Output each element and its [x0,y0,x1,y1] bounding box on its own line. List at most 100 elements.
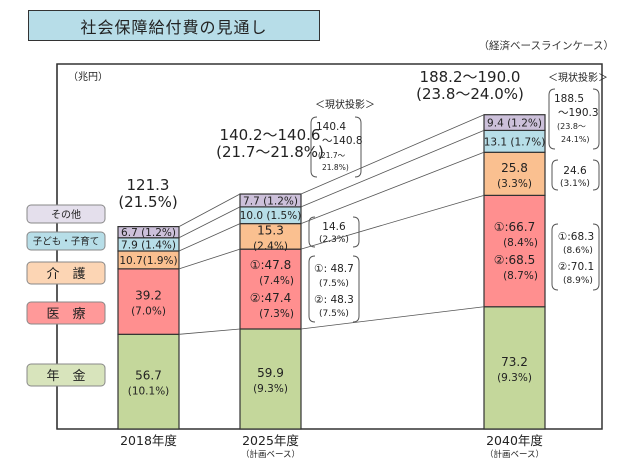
projection-2025-iryo-percent: (7.5%) [319,279,349,289]
total-percent: (23.8〜24.0%) [416,85,524,103]
bar-percent-label: (9.3%) [253,383,288,395]
projection-bracket-2040-iryo-right [592,223,600,291]
bar-segment-2-1 [483,194,546,308]
connector-line [178,193,241,227]
bar-percent-label: (9.3%) [497,372,532,384]
bar-label: 7.7 (1.2%) [243,195,298,207]
connector-line [300,194,485,250]
bar-label: 7.9 (1.4%) [121,239,176,251]
bar-segment-1-0 [239,328,302,430]
bar-percent-label: (7.4%) [259,275,294,287]
connector-line [300,130,485,208]
bar-label: 9.4 (1.2%) [487,118,542,130]
bar-value-label: ②:68.5 [494,253,536,267]
connector-line [300,151,485,224]
chart-title: 社会保障給付費の見通し [28,10,320,41]
bar-percent-label: (3.3%) [497,178,532,190]
legend-label: 医 療 [46,307,85,322]
projection-2040-kaigo-percent: (3.1%) [560,179,590,189]
projection-2025-kaigo-percent: (2.3%) [319,235,349,245]
connector-line [300,114,485,195]
total-value: 188.2〜190.0 [420,68,521,86]
legend-box [26,231,106,251]
x-tick-label: 2040年度 [486,433,543,448]
total-value: 121.3 [127,176,170,194]
projection-bracket-2025-kaigo-left [308,216,316,248]
projection-bracket-2025-iryo-right [352,255,360,323]
projection-2025-iryo: ②: 48.3 [314,294,354,306]
projection-2025-iryo-percent: (7.5%) [319,309,349,319]
bar-segment-1-4 [239,193,302,208]
bar-percent-label: (2.4%) [253,240,288,252]
projection-bracket-2040-total-left [548,88,556,150]
projection-2040-total-percent: (23.8〜 [557,122,586,131]
bar-label: 6.7 (1.2%) [121,227,176,239]
legend-box [26,301,106,325]
total-percent: (21.5%) [118,193,177,211]
total-value: 140.2〜140.6 [220,126,321,144]
x-tick-note: （計画ベース） [241,449,300,460]
legend-label: その他 [51,208,81,221]
projection-bracket-2025-iryo-left [308,255,316,323]
projection-2025-total: 140.4 [316,121,346,133]
projection-2040-kaigo: 24.6 [563,165,587,177]
projection-bracket-2040-kaigo-left [551,159,559,191]
bar-label: 13.1 (1.7%) [484,136,546,148]
legend-box [26,261,106,285]
projection-2025-total-percent: 21.8%) [322,163,349,172]
projection-bracket-2025-total-right [354,116,362,178]
bar-segment-0-4 [117,225,180,239]
bar-value-label: ①:47.8 [250,258,292,272]
bar-value-label: 25.8 [501,161,528,175]
bar-percent-label: (7.0%) [131,306,166,318]
connector-line [178,328,241,335]
bar-percent-label: (10.1%) [128,386,170,398]
projection-2040-iryo: ①:68.3 [558,231,594,243]
legend-box [26,204,106,224]
bar-label: 10.7(1.9%) [119,255,177,267]
projection-2040-iryo: ②:70.1 [558,261,594,273]
scenario-subtitle: （経済ベースラインケース） [478,40,614,52]
bar-value-label: 15.3 [257,223,284,237]
bar-segment-2-4 [483,114,546,132]
projection-bracket-2040-kaigo-right [592,159,600,191]
total-percent: (21.7〜21.8%) [216,143,324,161]
bar-value-label: ①:66.7 [494,220,536,234]
projection-heading-2040: ＜現状投影＞ [548,71,608,84]
projection-2040-total: 〜190.3 [558,107,599,119]
projection-2025-kaigo: 14.6 [322,221,346,233]
connector-line [300,306,485,330]
projection-bracket-2025-kaigo-right [352,216,360,248]
bar-segment-0-0 [117,333,180,430]
bar-segment-2-0 [483,306,546,430]
connector-line [178,223,241,252]
projection-2025-total: 〜140.8 [322,135,363,147]
bar-value-label: 39.2 [135,289,162,303]
bar-percent-label: (8.4%) [503,237,538,249]
bar-percent-label: (8.7%) [503,270,538,282]
bar-value-label: 59.9 [257,366,284,380]
projection-2040-iryo-percent: (8.9%) [563,276,593,286]
projection-2040-total-percent: 24.1%) [561,135,590,144]
bar-segment-0-1 [117,268,180,335]
bar-value-label: 73.2 [501,355,528,369]
legend-box [26,363,106,387]
bar-label: 10.0 (1.5%) [240,210,302,222]
unit-label: （兆円） [68,71,108,83]
projection-2040-iryo-percent: (8.6%) [563,246,593,256]
projection-2025-total-percent: (21.7〜 [318,151,346,160]
projection-bracket-2040-total-right [592,88,600,150]
projection-bracket-2040-iryo-left [551,223,559,291]
legend-label: 年 金 [46,368,85,384]
bar-segment-2-2 [483,151,546,196]
projection-bracket-2025-total-left [310,116,318,178]
bar-value-label: ②:47.4 [250,291,292,305]
x-tick-label: 2018年度 [120,433,177,448]
x-tick-note: （計画ベース） [485,449,544,460]
projection-heading-2025: ＜現状投影＞ [315,98,375,111]
legend-label: 介 護 [46,266,85,282]
bar-value-label: 56.7 [135,369,162,383]
projection-2040-total: 188.5 [554,93,584,105]
connector-line [178,248,241,270]
